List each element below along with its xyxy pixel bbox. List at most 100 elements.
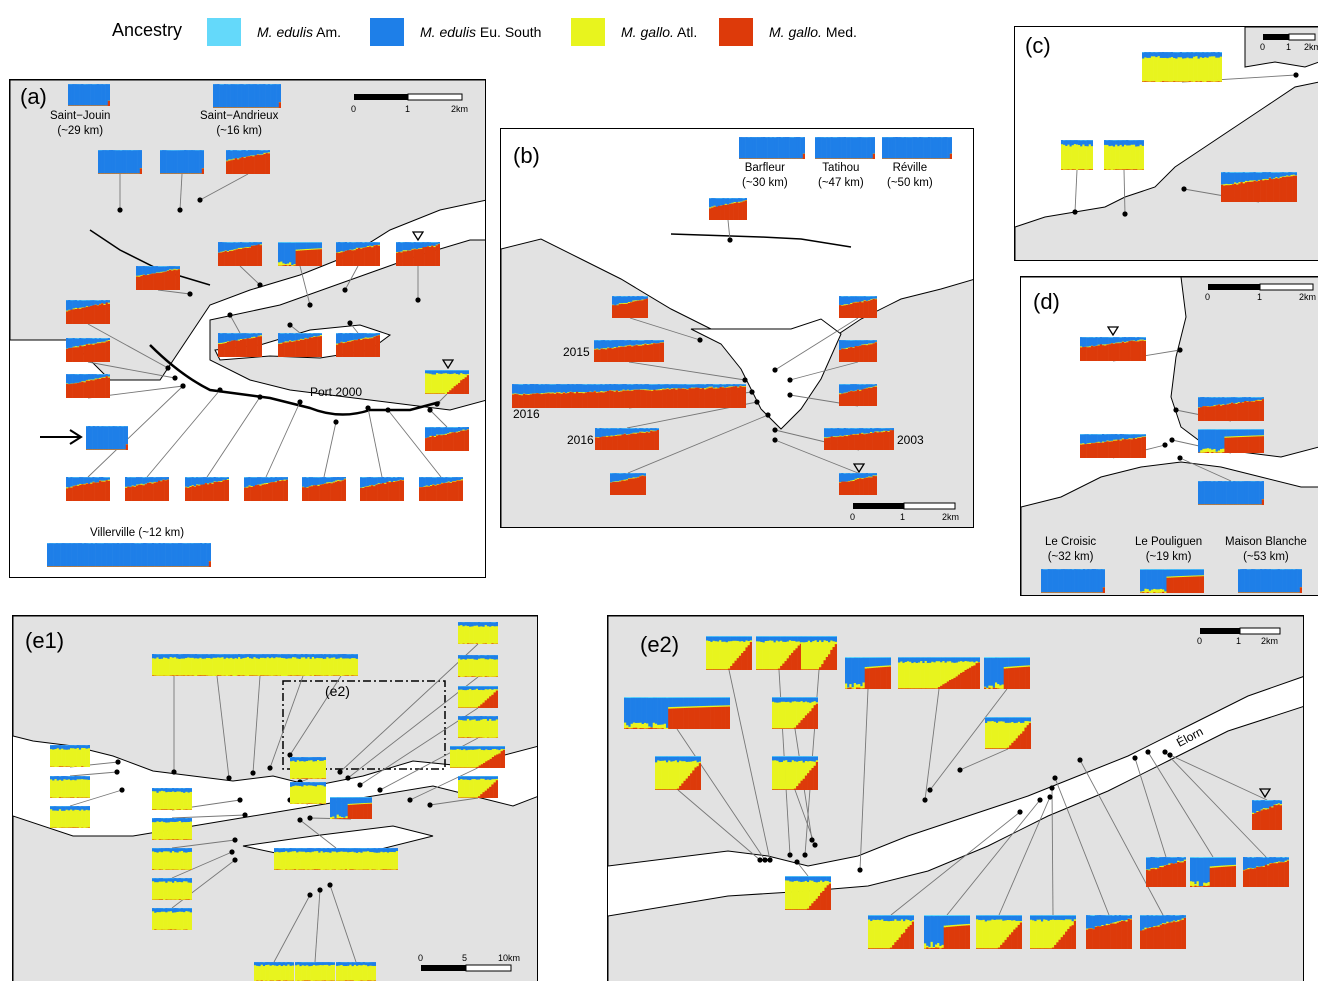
admixture-barplot — [785, 876, 831, 910]
admixture-barplot — [152, 848, 192, 870]
admixture-barplot — [1041, 569, 1105, 593]
inset-label-e2: (e2) — [325, 683, 350, 699]
admixture-barplot — [1221, 172, 1297, 202]
admixture-barplot — [924, 915, 970, 949]
admixture-barplot — [66, 300, 110, 324]
site-name: Villerville (~12 km) — [90, 527, 185, 539]
site-distance: (~47 km) — [818, 177, 864, 189]
scale-tick: 10km — [498, 953, 521, 963]
panel-d-map: (d) Le Croisic (~32 km) Le Pouliguen (~19 … — [1020, 276, 1318, 596]
admixture-barplot — [1252, 800, 1282, 830]
site-distance: (~32 km) — [1047, 551, 1094, 563]
admixture-barplot — [655, 756, 701, 790]
admixture-barplot — [458, 622, 498, 644]
scale-tick: 2km — [1299, 292, 1317, 302]
admixture-barplot — [152, 788, 192, 810]
scale-tick: 2km — [451, 104, 469, 114]
admixture-barplot — [47, 543, 211, 567]
scale-tick: 0 — [1197, 636, 1203, 646]
admixture-barplot — [290, 757, 326, 779]
admixture-barplot — [1086, 915, 1132, 949]
admixture-barplot — [50, 745, 90, 767]
site-label-tatihou: Tatihou (~47 km) — [818, 161, 864, 191]
scale-bar-e1: 0 5 10km — [418, 953, 520, 981]
site-name: Tatihou — [822, 162, 860, 174]
panel-b-label: (b) — [513, 143, 540, 168]
admixture-barplot — [425, 370, 469, 394]
legend-species: M. edulis — [257, 24, 314, 40]
admixture-barplot — [458, 776, 498, 798]
place-label-port-2000: Port 2000 — [310, 385, 363, 399]
admixture-barplot — [330, 797, 372, 819]
site-name: Barfleur — [744, 162, 785, 174]
admixture-barplot — [839, 296, 877, 318]
admixture-barplot — [612, 296, 648, 318]
admixture-barplot — [1198, 481, 1264, 505]
admixture-barplot — [984, 657, 1030, 689]
admixture-barplot — [419, 477, 463, 501]
admixture-barplot — [709, 198, 747, 220]
admixture-barplot — [815, 137, 875, 159]
site-label-saint-andrieux: Saint−Andrieux (~16 km) — [200, 109, 278, 139]
panel-d-label: (d) — [1033, 289, 1060, 314]
panel-c-label: (c) — [1025, 33, 1051, 58]
legend-swatch — [207, 18, 241, 46]
admixture-barplot — [1198, 397, 1264, 421]
admixture-barplot — [458, 686, 498, 708]
admixture-barplot — [1140, 915, 1186, 949]
panel-b-map: (b) Barfleur (~30 km) Tatihou (~47 km) Rév… — [500, 128, 974, 528]
legend-item-gallo-atl: M. gallo. Atl. — [571, 18, 697, 46]
admixture-barplot — [756, 636, 802, 670]
scale-tick: 0 — [850, 512, 856, 522]
admixture-barplot — [278, 333, 322, 357]
scale-bar-e2: 0 1 2km — [1197, 627, 1281, 649]
legend-species: M. gallo. — [769, 24, 822, 40]
admixture-barplot — [152, 878, 192, 900]
legend-swatch — [719, 18, 753, 46]
admixture-barplot — [624, 697, 730, 729]
site-distance: (~19 km) — [1145, 551, 1192, 563]
admixture-barplot — [254, 962, 294, 981]
admixture-barplot — [66, 338, 110, 362]
site-label-barfleur: Barfleur (~30 km) — [742, 161, 788, 191]
admixture-barplot — [845, 657, 891, 689]
site-label-reville: Réville (~50 km) — [887, 161, 933, 191]
scale-tick: 1 — [405, 104, 411, 114]
site-name: Le Croisic — [1045, 536, 1097, 548]
admixture-barplot — [1198, 429, 1264, 453]
admixture-barplot — [1190, 857, 1236, 887]
admixture-barplot — [1061, 140, 1093, 170]
year-label: 2016 — [567, 433, 594, 447]
admixture-barplot — [839, 384, 877, 406]
admixture-barplot — [1030, 915, 1076, 949]
legend-item-gallo-med: M. gallo. Med. — [719, 18, 857, 46]
ancestry-legend: Ancestry M. edulis Am. M. edulis Eu. Sou… — [0, 0, 1318, 60]
panel-a-label: (a) — [20, 84, 47, 109]
admixture-barplot — [66, 477, 110, 501]
triangle-marker — [412, 231, 424, 241]
legend-suffix: Atl. — [677, 24, 698, 40]
admixture-barplot — [425, 427, 469, 451]
triangle-marker — [1107, 326, 1119, 336]
scale-tick: 2km — [1304, 42, 1318, 52]
admixture-barplot — [152, 908, 192, 930]
admixture-barplot — [324, 654, 358, 676]
site-distance: (~50 km) — [887, 177, 933, 189]
admixture-barplot — [226, 150, 270, 174]
triangle-marker — [1259, 788, 1271, 798]
admixture-barplot — [1238, 569, 1302, 593]
triangle-marker — [853, 463, 865, 473]
scale-tick: 5 — [462, 953, 468, 963]
site-label-saint-jouin: Saint−Jouin (~29 km) — [50, 109, 110, 139]
admixture-barplot — [244, 477, 288, 501]
admixture-barplot — [458, 655, 498, 677]
scale-tick: 0 — [1205, 292, 1211, 302]
admixture-barplot — [839, 473, 877, 495]
legend-swatch — [571, 18, 605, 46]
site-name: Réville — [892, 162, 928, 174]
site-label-maison-blanche: Maison Blanche (~53 km) — [1225, 535, 1307, 565]
admixture-barplot — [336, 333, 380, 357]
admixture-barplot — [336, 242, 380, 266]
admixture-barplot — [66, 374, 110, 398]
site-distance: (~29 km) — [57, 125, 104, 137]
